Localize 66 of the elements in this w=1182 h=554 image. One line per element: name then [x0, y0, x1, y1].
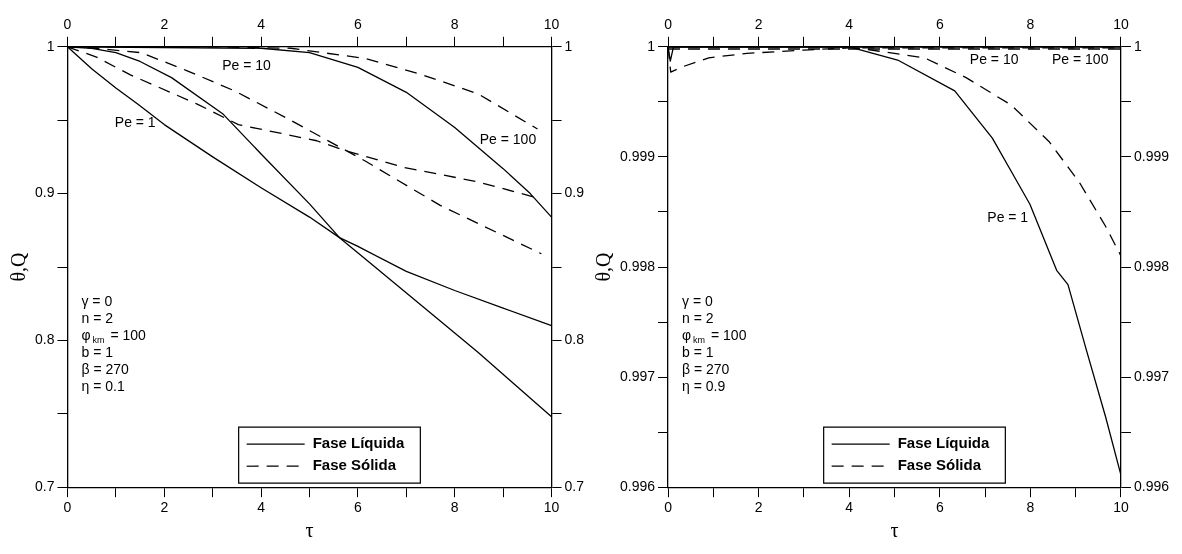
x-tick-label: 8	[1026, 499, 1035, 516]
annotation: Pe = 100	[1051, 50, 1109, 67]
y-tick-label: 0.8	[34, 331, 55, 348]
x-tick-label: 4	[845, 499, 854, 516]
y-tick-label: 1	[46, 37, 55, 54]
y2-tick-label: 0.997	[1133, 367, 1170, 384]
annotation: β = 270	[81, 361, 130, 378]
x-tick-label: 2	[160, 499, 169, 516]
x2-tick-label: 6	[935, 16, 944, 33]
x2-tick-label: 2	[160, 16, 169, 33]
y2-tick-label: 0.999	[1133, 147, 1170, 164]
y-tick-label: 0.7	[34, 478, 55, 495]
x2-tick-label: 4	[257, 16, 266, 33]
x-axis-title: τ	[305, 519, 314, 542]
x2-tick-label: 0	[664, 16, 673, 33]
x-tick-label: 8	[450, 499, 459, 516]
y-tick-label: 1	[647, 37, 656, 54]
y-tick-label: 0.999	[619, 147, 656, 164]
annotation: Pe = 10	[969, 50, 1019, 67]
legend-label: Fase Líquida	[897, 434, 990, 452]
x2-tick-label: 10	[1113, 16, 1129, 33]
annotation: b = 1	[682, 344, 714, 361]
y2-tick-label: 0.996	[1133, 478, 1170, 495]
annotation: γ = 0	[682, 293, 713, 310]
x-tick-label: 10	[1113, 499, 1129, 516]
x2-tick-label: 4	[845, 16, 854, 33]
annotation: η = 0.9	[682, 378, 726, 395]
y2-tick-label: 0.998	[1133, 257, 1170, 274]
annotation: n = 2	[682, 310, 714, 327]
x2-tick-label: 2	[754, 16, 763, 33]
x2-tick-label: 10	[543, 16, 560, 33]
y2-tick-label: 0.8	[564, 331, 585, 348]
y2-tick-label: 0.7	[564, 478, 585, 495]
y2-tick-label: 0.9	[564, 184, 585, 201]
y2-tick-label: 1	[1133, 37, 1142, 54]
x-tick-label: 2	[754, 499, 763, 516]
y-tick-label: 0.996	[619, 478, 656, 495]
x2-tick-label: 6	[354, 16, 363, 33]
x2-tick-label: 8	[450, 16, 459, 33]
x-tick-label: 10	[543, 499, 560, 516]
y-axis-title: θ,Q	[592, 251, 615, 282]
x-tick-label: 6	[935, 499, 944, 516]
x2-tick-label: 0	[63, 16, 72, 33]
y2-tick-label: 1	[564, 37, 573, 54]
annotation: η = 0.1	[81, 378, 125, 395]
annotation: Pe = 1	[114, 113, 156, 130]
y-tick-label: 0.997	[619, 367, 656, 384]
y-axis-title: θ,Q	[7, 251, 30, 282]
x-tick-label: 6	[354, 499, 363, 516]
x-axis-title: τ	[890, 519, 899, 542]
x-tick-label: 4	[257, 499, 266, 516]
annotation: Pe = 100	[479, 131, 537, 148]
annotation: b = 1	[81, 344, 114, 361]
legend-label: Fase Líquida	[312, 434, 405, 452]
legend-label: Fase Sólida	[897, 456, 982, 474]
annotation: Pe = 1	[987, 209, 1029, 226]
x-tick-label: 0	[664, 499, 673, 516]
x-tick-label: 0	[63, 499, 72, 516]
y-tick-label: 0.9	[34, 184, 55, 201]
annotation: Pe = 10	[222, 57, 272, 74]
legend-label: Fase Sólida	[312, 456, 397, 474]
x2-tick-label: 8	[1026, 16, 1035, 33]
annotation: γ = 0	[81, 293, 113, 310]
annotation: n = 2	[81, 310, 114, 327]
y-tick-label: 0.998	[619, 257, 656, 274]
annotation: β = 270	[682, 361, 730, 378]
